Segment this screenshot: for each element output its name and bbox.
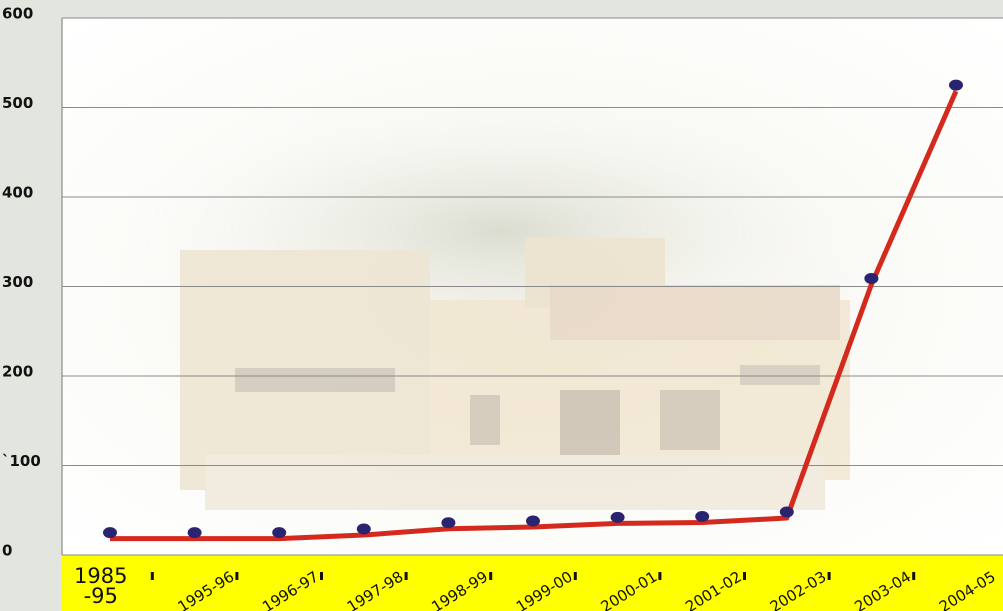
page: {"chart_data": {"type": "line", "categor… [0,0,1003,611]
y-tick-label: 500 [2,94,33,112]
data-point [526,515,540,526]
data-point [441,517,455,528]
y-tick-label: 200 [2,363,33,381]
x-tick-dash [658,572,661,580]
y-tick-label: 400 [2,184,33,202]
data-point [272,527,286,538]
y-tick-label: 0 [2,542,12,560]
background-photo [100,90,900,510]
data-point [103,527,117,538]
data-point [864,273,878,284]
data-point [695,511,709,522]
x-tick-dash [828,572,831,580]
x-tick-dash [235,572,238,580]
x-tick-dash [574,572,577,580]
x-tick-dash [320,572,323,580]
y-tick-label: `100 [2,452,41,470]
data-point [780,507,794,518]
x-tick-dash [912,572,915,580]
y-tick-label: 600 [2,5,33,23]
data-point [949,80,963,91]
data-point [357,524,371,535]
x-tick-dash [489,572,492,580]
x-tick-dash [151,572,154,580]
data-point [611,512,625,523]
y-tick-label: 300 [2,273,33,291]
chart: 0`1002003004005006001995-961996-971997-9… [0,0,1003,611]
x-tick-label: 1985 -95 [74,566,127,606]
x-tick-dash [743,572,746,580]
data-point [188,527,202,538]
x-tick-dash [405,572,408,580]
